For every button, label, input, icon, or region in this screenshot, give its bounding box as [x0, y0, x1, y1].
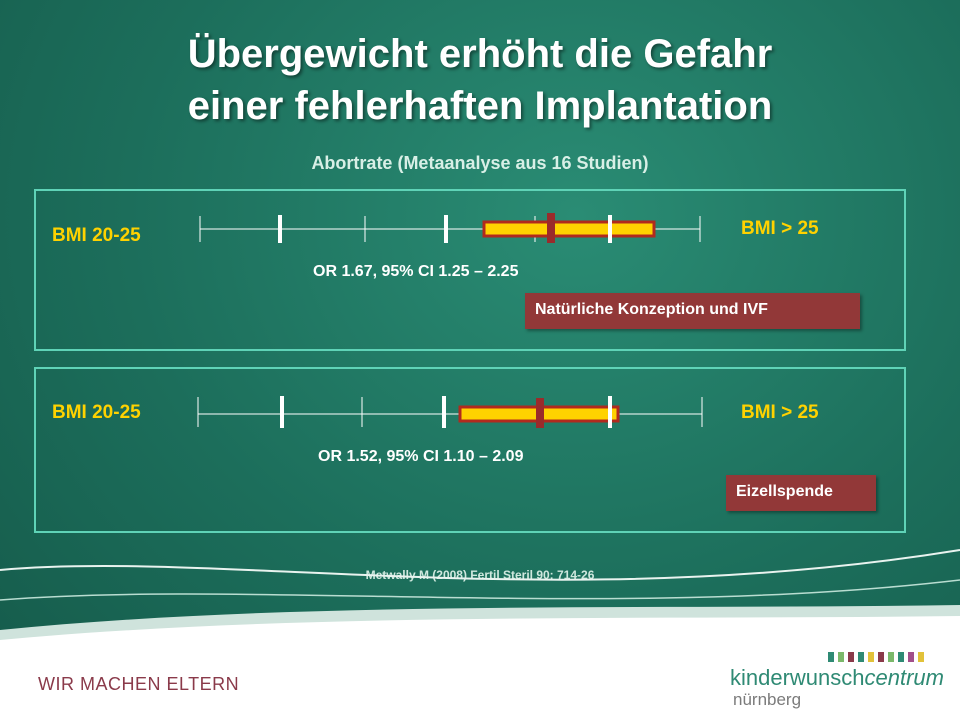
logo-color-bars-icon — [828, 652, 924, 662]
title-line-2: einer fehlerhaften Implantation — [187, 84, 773, 128]
panel-2-or-text: OR 1.52, 95% CI 1.10 – 2.09 — [318, 448, 524, 465]
slide-subtitle: Abortrate (Metaanalyse aus 16 Studien) — [311, 153, 649, 173]
panel-1-or-text: OR 1.67, 95% CI 1.25 – 2.25 — [313, 263, 519, 280]
slogan: WIR MACHEN ELTERN — [38, 674, 240, 694]
panel-2-left-label: BMI 20-25 — [52, 402, 141, 423]
or-marker — [536, 398, 544, 428]
panel-2-tag: Eizellspende — [726, 475, 876, 511]
title-line-1: Übergewicht erhöht die Gefahr — [187, 32, 773, 76]
panel-1-tag: Natürliche Konzeption und IVF — [525, 293, 860, 329]
slide-title: Übergewicht erhöht die Gefahr einer fehl… — [80, 28, 880, 132]
logo-subtitle: nürnberg — [733, 690, 802, 709]
forest-panel-2 — [34, 367, 906, 533]
panel-1-forest-axis — [199, 213, 701, 243]
panel-2-right-label: BMI > 25 — [741, 402, 819, 423]
logo-wordmark: kinderwunschcentrum — [730, 665, 944, 691]
panel-1-left-label: BMI 20-25 — [52, 225, 141, 246]
forest-panel-1 — [34, 189, 906, 351]
panel-1-right-label: BMI > 25 — [741, 218, 819, 239]
logo-italic: centrum — [864, 665, 944, 690]
ci-bar — [482, 220, 656, 238]
footer-wave-decoration — [0, 549, 960, 720]
panel-2-forest-axis — [197, 396, 703, 428]
or-marker — [547, 213, 555, 243]
source-citation: Metwally M (2008) Fertil Steril 90: 714-… — [365, 568, 595, 582]
logo-main: kinderwunsch — [730, 665, 865, 690]
